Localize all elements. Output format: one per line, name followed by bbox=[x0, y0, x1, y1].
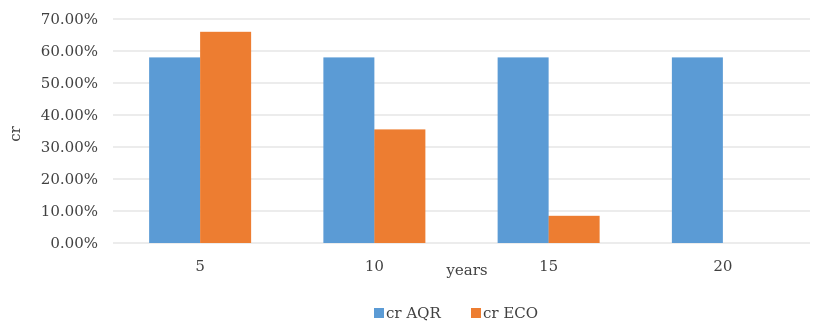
x-tick-label: 5 bbox=[195, 257, 205, 275]
y-tick-label: 40.00% bbox=[41, 106, 98, 124]
bar-cr-aqr-20 bbox=[671, 57, 723, 244]
x-tick-label: 20 bbox=[713, 257, 732, 275]
y-tick-label: 60.00% bbox=[41, 42, 98, 60]
y-axis-title: cr bbox=[6, 125, 24, 141]
legend-swatch-cr-aqr bbox=[374, 308, 384, 318]
x-axis-title: years bbox=[445, 261, 487, 279]
y-tick-label: 0.00% bbox=[50, 234, 98, 252]
y-tick-label: 30.00% bbox=[41, 138, 98, 156]
y-tick-label: 10.00% bbox=[41, 202, 98, 220]
y-axis-ticks: 0.00% 10.00% 20.00% 30.00% 40.00% 50.00% 60.00… bbox=[41, 10, 98, 252]
legend-label: cr ECO bbox=[483, 304, 538, 322]
y-tick-label: 70.00% bbox=[41, 10, 98, 28]
y-tick-label: 50.00% bbox=[41, 74, 98, 92]
bar-cr-eco-5 bbox=[200, 31, 252, 243]
x-axis-ticks: 5 10 15 20 bbox=[195, 257, 732, 275]
bar-cr-aqr-10 bbox=[323, 57, 375, 244]
legend-label: cr AQR bbox=[386, 304, 441, 322]
bars bbox=[149, 31, 723, 244]
x-tick-label: 10 bbox=[365, 257, 384, 275]
bar-cr-eco-10 bbox=[374, 129, 426, 243]
x-tick-label: 15 bbox=[539, 257, 558, 275]
bar-cr-aqr-15 bbox=[497, 57, 549, 244]
y-tick-label: 20.00% bbox=[41, 170, 98, 188]
legend: cr AQR cr ECO bbox=[374, 304, 538, 322]
legend-swatch-cr-eco bbox=[471, 308, 481, 318]
bar-cr-aqr-5 bbox=[149, 57, 201, 244]
bar-cr-eco-15 bbox=[548, 215, 600, 243]
